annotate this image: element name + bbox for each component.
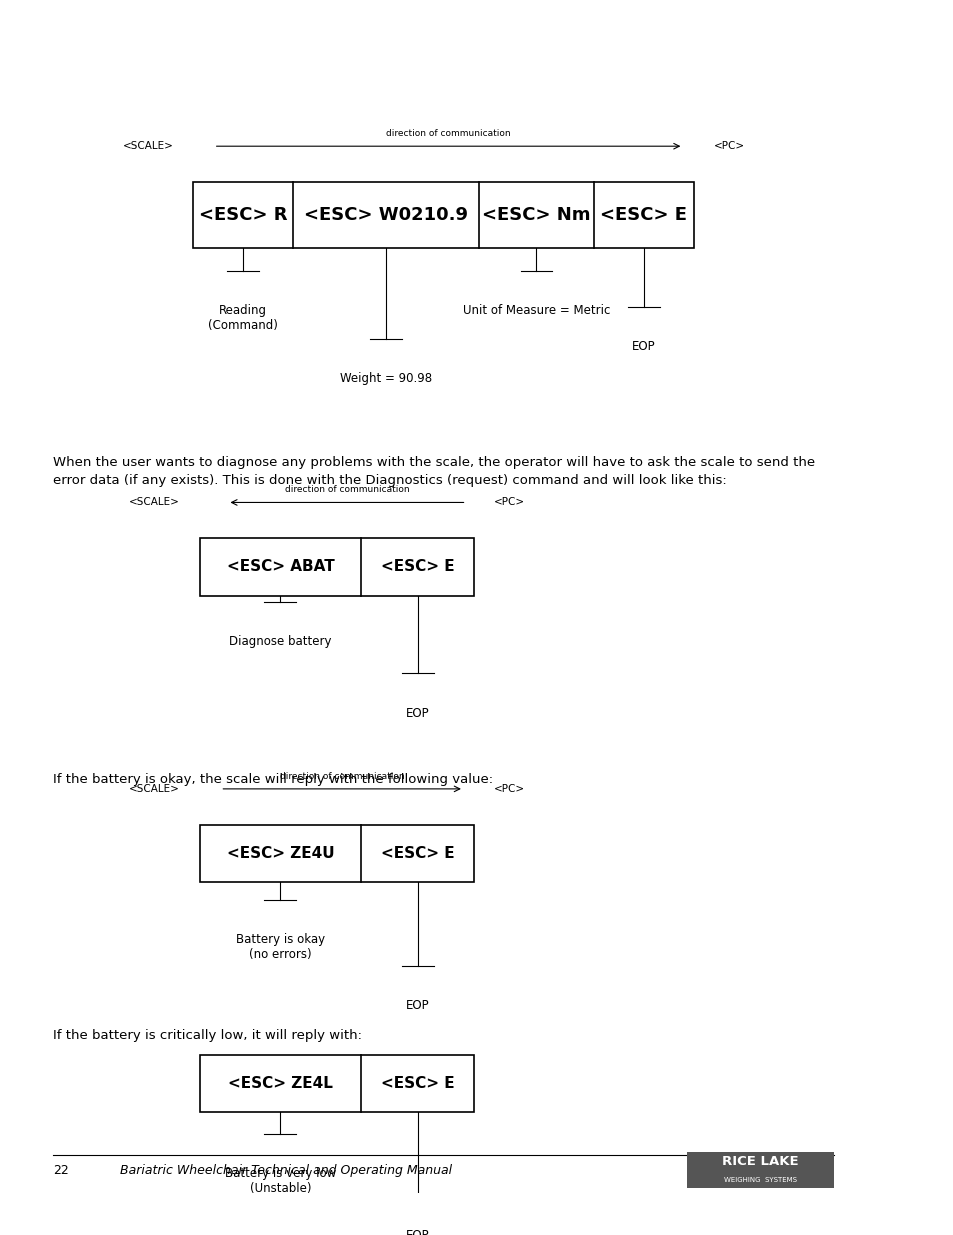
FancyBboxPatch shape — [193, 182, 693, 248]
Text: When the user wants to diagnose any problems with the scale, the operator will h: When the user wants to diagnose any prob… — [53, 456, 815, 487]
Text: Weight = 90.98: Weight = 90.98 — [340, 373, 432, 385]
Text: <PC>: <PC> — [494, 498, 524, 508]
Text: direction of communication: direction of communication — [284, 485, 409, 494]
Text: Unit of Measure = Metric: Unit of Measure = Metric — [462, 304, 610, 317]
Text: If the battery is okay, the scale will reply with the following value:: If the battery is okay, the scale will r… — [53, 773, 493, 787]
Text: RICE LAKE: RICE LAKE — [721, 1155, 798, 1168]
Text: EOP: EOP — [406, 999, 429, 1011]
Text: Battery is okay
(no errors): Battery is okay (no errors) — [235, 934, 325, 961]
Text: <ESC> Nm: <ESC> Nm — [481, 206, 590, 224]
Text: EOP: EOP — [406, 1229, 429, 1235]
Text: <ESC> ZE4U: <ESC> ZE4U — [227, 846, 334, 861]
Text: <ESC> E: <ESC> E — [599, 206, 687, 224]
Text: direction of communication: direction of communication — [279, 772, 404, 781]
Text: <ESC> E: <ESC> E — [380, 1076, 455, 1092]
Text: direction of communication: direction of communication — [386, 128, 510, 138]
Text: <PC>: <PC> — [494, 784, 524, 794]
Text: <ESC> R: <ESC> R — [198, 206, 287, 224]
Text: Diagnose battery: Diagnose battery — [229, 635, 332, 648]
Text: <SCALE>: <SCALE> — [122, 141, 173, 151]
FancyBboxPatch shape — [686, 1152, 833, 1188]
Text: <SCALE>: <SCALE> — [129, 498, 180, 508]
Text: 22: 22 — [53, 1163, 69, 1177]
FancyBboxPatch shape — [199, 825, 474, 882]
Text: EOP: EOP — [632, 340, 655, 353]
Text: <ESC> E: <ESC> E — [380, 846, 455, 861]
Text: <ESC> ZE4L: <ESC> ZE4L — [228, 1076, 333, 1092]
FancyBboxPatch shape — [199, 1055, 474, 1113]
Text: Battery is very low
(Unstable): Battery is very low (Unstable) — [225, 1167, 335, 1195]
Text: Bariatric Wheelchair Technical and Operating Manual: Bariatric Wheelchair Technical and Opera… — [119, 1163, 452, 1177]
Text: <ESC> ABAT: <ESC> ABAT — [226, 559, 334, 574]
Text: Reading
(Command): Reading (Command) — [208, 304, 277, 332]
Text: If the battery is critically low, it will reply with:: If the battery is critically low, it wil… — [53, 1029, 362, 1042]
Text: <PC>: <PC> — [713, 141, 744, 151]
Text: WEIGHING  SYSTEMS: WEIGHING SYSTEMS — [723, 1177, 796, 1183]
Text: <ESC> W0210.9: <ESC> W0210.9 — [304, 206, 468, 224]
Text: <SCALE>: <SCALE> — [129, 784, 180, 794]
FancyBboxPatch shape — [199, 538, 474, 595]
Text: EOP: EOP — [406, 706, 429, 720]
Text: <ESC> E: <ESC> E — [380, 559, 455, 574]
